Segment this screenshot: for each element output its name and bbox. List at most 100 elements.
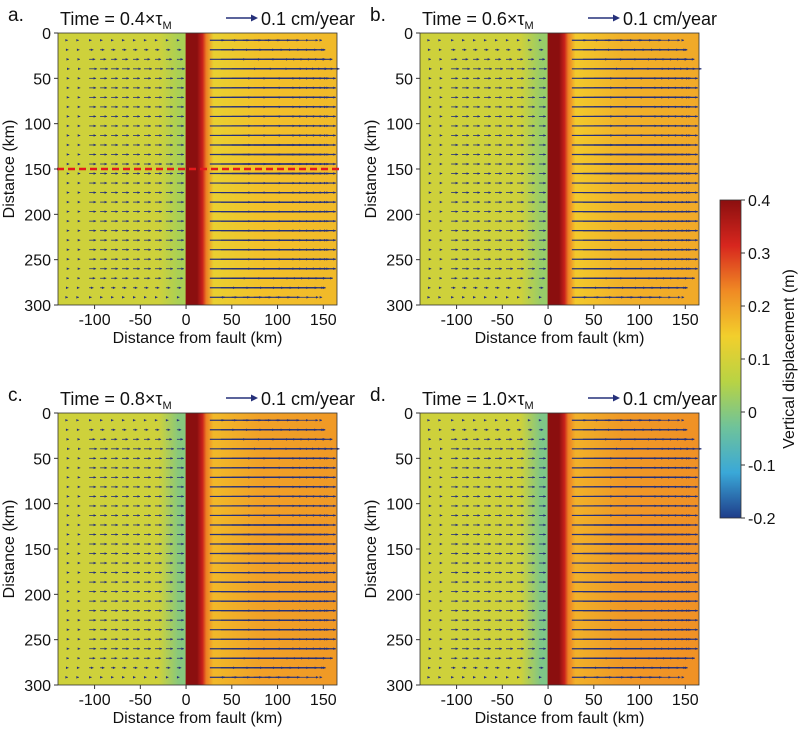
vector-arrow-head bbox=[509, 276, 513, 280]
vector-arrow-head bbox=[543, 200, 546, 204]
vector-arrow-head bbox=[77, 533, 81, 536]
vector-arrow-head bbox=[428, 571, 432, 574]
vector-arrow-head bbox=[323, 599, 327, 603]
vector-arrow-head bbox=[477, 504, 481, 508]
vector-arrow-head bbox=[323, 637, 327, 641]
vector-arrow-head bbox=[125, 437, 129, 441]
vector-arrow-head bbox=[494, 38, 498, 42]
vector-arrow-head bbox=[333, 628, 336, 631]
vector-arrow-head bbox=[115, 115, 119, 118]
vector-arrow-head bbox=[429, 447, 432, 451]
vector-arrow-head bbox=[466, 514, 470, 517]
vector-arrow-head bbox=[685, 485, 689, 489]
vector-arrow-head bbox=[137, 248, 141, 251]
vector-arrow-head bbox=[94, 447, 98, 451]
vector-arrow-head bbox=[543, 542, 546, 546]
vector-arrow-head bbox=[483, 38, 487, 42]
vector-arrow-head bbox=[507, 428, 511, 432]
vector-arrow-head bbox=[104, 628, 108, 631]
vector-arrow-head bbox=[466, 504, 470, 508]
vector-arrow-head bbox=[159, 219, 162, 223]
vector-arrow-head bbox=[333, 647, 336, 651]
vector-arrow-head bbox=[156, 428, 160, 432]
vector-arrow-head bbox=[137, 77, 141, 80]
vector-arrow-head bbox=[473, 295, 476, 299]
vector-arrow-head bbox=[529, 286, 533, 290]
vector-arrow-head bbox=[455, 200, 459, 204]
vector-arrow-head bbox=[685, 96, 689, 99]
vector-arrow-head bbox=[148, 77, 151, 80]
vector-arrow-head bbox=[77, 590, 81, 593]
vector-arrow-head bbox=[466, 609, 470, 612]
vector-arrow-head bbox=[494, 418, 498, 422]
vector-arrow-head bbox=[137, 466, 141, 470]
vector-arrow-head bbox=[439, 485, 443, 489]
vector-arrow-head bbox=[455, 105, 459, 109]
vector-arrow-head bbox=[126, 561, 130, 565]
vector-arrow-head bbox=[455, 476, 459, 479]
vector-arrow-head bbox=[477, 77, 481, 80]
vector-arrow-head bbox=[101, 286, 105, 290]
vector-arrow-head bbox=[477, 523, 481, 527]
vector-arrow-head bbox=[115, 476, 119, 479]
vector-arrow-head bbox=[93, 533, 97, 536]
vector-arrow-head bbox=[439, 257, 443, 261]
vector-arrow-head bbox=[77, 437, 80, 441]
vector-arrow-head bbox=[148, 238, 151, 242]
vector-arrow-head bbox=[101, 48, 105, 52]
vector-arrow-head bbox=[521, 153, 524, 156]
vector-arrow-head bbox=[521, 628, 524, 631]
vector-arrow-head bbox=[333, 77, 336, 80]
vector-arrow-head bbox=[521, 533, 524, 536]
vector-arrow-head bbox=[499, 504, 503, 508]
vector-arrow-head bbox=[181, 580, 184, 584]
vector-arrow-head bbox=[104, 561, 108, 565]
vector-arrow-head bbox=[695, 618, 698, 622]
vector-arrow-head bbox=[145, 48, 149, 52]
vector-arrow-head bbox=[126, 86, 130, 90]
vector-arrow-head bbox=[115, 86, 119, 90]
vector-arrow-head bbox=[695, 647, 698, 651]
vector-arrow-head bbox=[148, 552, 151, 555]
vector-arrow-head bbox=[333, 86, 336, 90]
vector-arrow-head bbox=[170, 96, 173, 99]
vector-arrow-head bbox=[148, 162, 151, 166]
vector-arrow-head bbox=[488, 153, 492, 156]
vector-arrow-head bbox=[126, 504, 130, 508]
vector-arrow-head bbox=[65, 286, 69, 290]
vector-arrow-head bbox=[499, 466, 503, 470]
vector-arrow-head bbox=[176, 418, 180, 422]
vector-arrow-head bbox=[149, 447, 152, 451]
vector-arrow-head bbox=[127, 447, 130, 451]
vector-arrow-head bbox=[695, 210, 698, 213]
vector-arrow-head bbox=[499, 200, 503, 204]
vector-arrow-head bbox=[532, 86, 535, 90]
vector-arrow-head bbox=[137, 191, 141, 194]
vector-arrow-head bbox=[466, 143, 470, 147]
vector-arrow-head bbox=[466, 210, 470, 213]
vector-arrow-head bbox=[668, 295, 672, 299]
vector-arrow-head bbox=[465, 437, 469, 441]
vector-arrow-head bbox=[133, 675, 136, 679]
vector-arrow-head bbox=[137, 495, 141, 498]
vector-arrow-head bbox=[439, 599, 443, 603]
vector-arrow-head bbox=[148, 628, 151, 631]
vector-arrow-head bbox=[77, 552, 81, 555]
vector-arrow-head bbox=[428, 238, 432, 242]
vector-arrow-head bbox=[477, 238, 481, 242]
vector-arrow-head bbox=[518, 428, 522, 432]
vector-arrow-head bbox=[181, 229, 184, 232]
vector-arrow-head bbox=[477, 495, 481, 498]
vector-arrow-head bbox=[115, 618, 119, 622]
vector-arrow-head bbox=[181, 457, 184, 460]
vector-arrow-head bbox=[695, 153, 698, 156]
vector-arrow-head bbox=[499, 542, 503, 546]
panel-label: b. bbox=[370, 5, 386, 26]
vector-arrow-head bbox=[170, 466, 173, 470]
vector-arrow-head bbox=[543, 248, 546, 251]
vector-arrow-head bbox=[488, 542, 492, 546]
vector-arrow-head bbox=[181, 86, 184, 90]
vector-arrow-head bbox=[315, 675, 319, 679]
vector-arrow-head bbox=[543, 514, 546, 517]
